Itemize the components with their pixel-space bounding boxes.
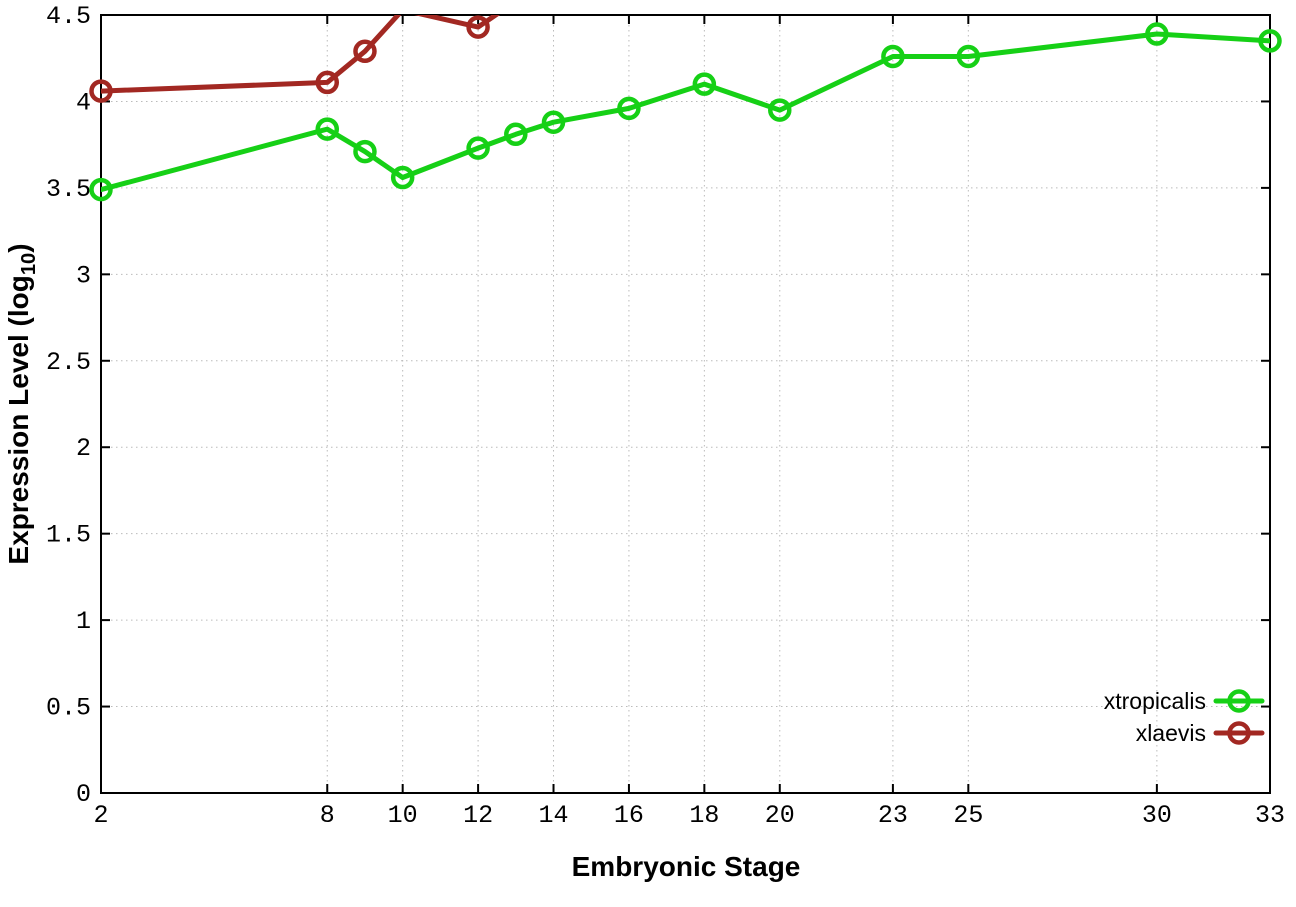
x-axis-title: Embryonic Stage [571, 851, 801, 882]
y-tick-label: 2.5 [46, 348, 91, 377]
y-tick-label: 0 [76, 780, 91, 809]
x-tick-label: 10 [388, 801, 418, 830]
y-tick-label: 1.5 [46, 521, 91, 550]
y-tick-label: 3 [76, 261, 91, 290]
y-axis-title: Expression Level (log10) [3, 243, 41, 564]
tick-marks [100, 14, 1271, 794]
series-xtropicalis-line [101, 31, 1270, 193]
series-xlaevis-marker [89, 79, 113, 103]
series-xtropicalis-marker [956, 44, 981, 69]
series-xlaevis [89, 15, 501, 103]
x-tick-labels: 2 8 10 12 14 16 18 20 23 25 30 33 [93, 801, 1285, 830]
series-xtropicalis-marker [617, 96, 641, 121]
y-tick-label: 4.5 [46, 2, 91, 31]
series-xtropicalis-marker [466, 136, 490, 160]
y-tick-label: 1 [76, 607, 91, 636]
y-tick-label: 0.5 [46, 694, 91, 723]
x-tick-label: 14 [539, 801, 569, 830]
legend-row-xlaevis: xlaevis [1136, 720, 1265, 746]
series-xlaevis-marker [466, 15, 490, 39]
x-tick-label: 16 [614, 801, 644, 830]
x-tick-label: 12 [463, 801, 493, 830]
x-tick-label: 2 [93, 801, 108, 830]
series-xtropicalis-marker [1258, 29, 1282, 53]
y-tick-label: 4 [76, 88, 91, 117]
x-tick-label: 33 [1255, 801, 1285, 830]
series-xtropicalis-marker [504, 122, 528, 147]
gridlines [101, 15, 1270, 793]
series-xtropicalis-marker [692, 72, 717, 96]
y-axis-title-text: Expression Level (log [3, 275, 35, 565]
x-tick-label: 8 [320, 801, 335, 830]
series-xtropicalis-marker [315, 117, 340, 141]
legend-marker-xtropicalis [1227, 689, 1251, 713]
x-tick-label: 25 [953, 801, 983, 830]
y-tick-labels: 0 0.5 1 1.5 2 2.5 3 3.5 4 4.5 [46, 2, 91, 809]
x-tick-label: 23 [878, 801, 908, 830]
series-xtropicalis-marker [1145, 22, 1169, 46]
series-xtropicalis [89, 22, 1282, 202]
series-xtropicalis-marker [353, 139, 377, 164]
y-tick-label: 3.5 [46, 175, 91, 204]
series-xtropicalis-marker [89, 177, 113, 202]
legend-row-xtropicalis: xtropicalis [1104, 688, 1265, 714]
series-xlaevis-marker [315, 70, 340, 95]
x-tick-label: 30 [1142, 801, 1172, 830]
x-tick-label: 20 [765, 801, 795, 830]
legend-label-xlaevis: xlaevis [1136, 720, 1206, 746]
legend-label-xtropicalis: xtropicalis [1104, 688, 1206, 714]
series-xtropicalis-marker [541, 110, 566, 134]
legend: xtropicalis xlaevis [1104, 688, 1265, 746]
series-xlaevis-marker [353, 39, 377, 64]
series-xtropicalis-marker [768, 98, 792, 122]
plot-border [100, 14, 1271, 794]
series-xtropicalis-marker [390, 165, 415, 190]
y-axis-title-suffix: ) [3, 243, 35, 253]
series-xtropicalis-marker [881, 44, 905, 69]
x-tick-label: 18 [689, 801, 719, 830]
legend-marker-xlaevis [1227, 721, 1251, 745]
y-tick-label: 2 [76, 434, 91, 463]
y-axis-title-subscript: 10 [17, 252, 40, 276]
